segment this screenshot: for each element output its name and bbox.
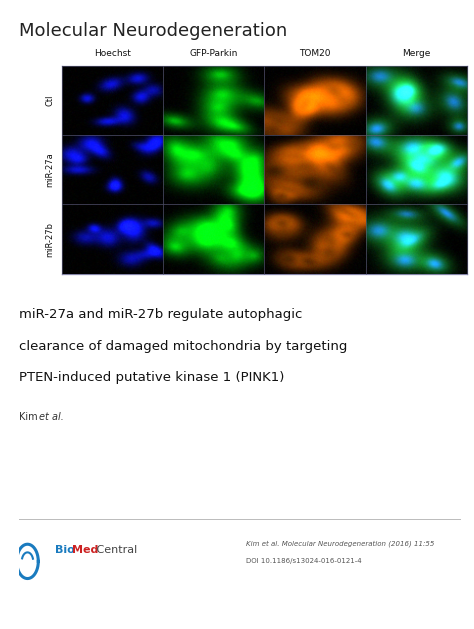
- Text: TOM20: TOM20: [299, 50, 331, 58]
- Text: Merge: Merge: [402, 50, 430, 58]
- Text: Hoechst: Hoechst: [94, 50, 131, 58]
- Text: miR-27a and miR-27b regulate autophagic: miR-27a and miR-27b regulate autophagic: [19, 308, 302, 321]
- Text: Kim et al. Molecular Neurodegeneration (2016) 11:55: Kim et al. Molecular Neurodegeneration (…: [246, 541, 435, 547]
- Text: miR-27a: miR-27a: [46, 152, 55, 187]
- Text: PTEN-induced putative kinase 1 (PINK1): PTEN-induced putative kinase 1 (PINK1): [19, 371, 284, 384]
- Text: clearance of damaged mitochondria by targeting: clearance of damaged mitochondria by tar…: [19, 340, 347, 353]
- Text: Central: Central: [93, 545, 137, 555]
- Text: DOI 10.1186/s13024-016-0121-4: DOI 10.1186/s13024-016-0121-4: [246, 558, 362, 564]
- Text: Ctl: Ctl: [46, 95, 55, 106]
- Text: Med: Med: [72, 545, 98, 555]
- Text: Bio: Bio: [55, 545, 74, 555]
- Text: miR-27b: miR-27b: [46, 221, 55, 257]
- Text: GFP-Parkin: GFP-Parkin: [190, 50, 238, 58]
- Text: Kim: Kim: [19, 412, 41, 422]
- Text: et al.: et al.: [39, 412, 64, 422]
- Text: Molecular Neurodegeneration: Molecular Neurodegeneration: [19, 22, 287, 40]
